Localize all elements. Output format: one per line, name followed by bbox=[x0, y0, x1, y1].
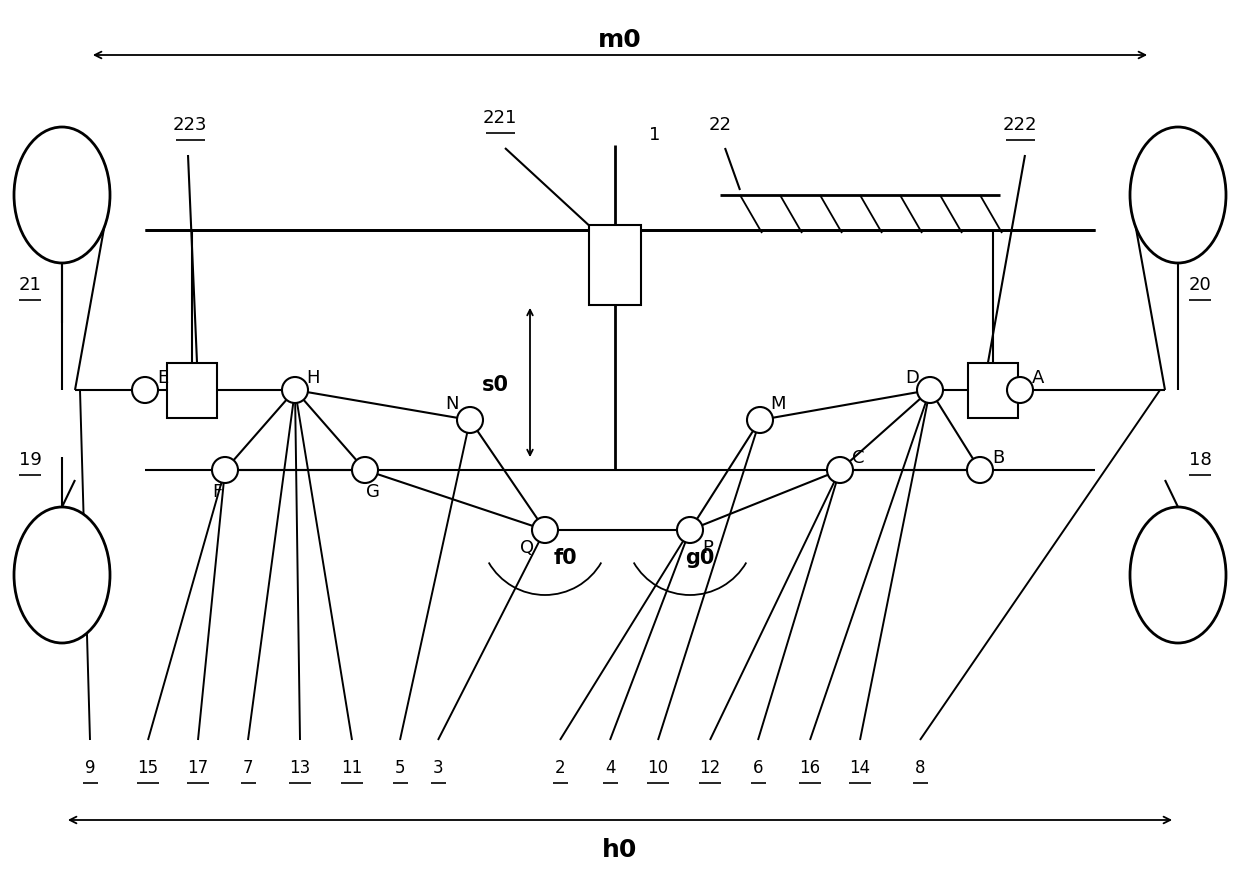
Text: 15: 15 bbox=[138, 759, 159, 777]
Text: 19: 19 bbox=[19, 451, 41, 469]
Text: D: D bbox=[905, 369, 919, 387]
Circle shape bbox=[677, 517, 703, 543]
Text: 14: 14 bbox=[849, 759, 870, 777]
Circle shape bbox=[131, 377, 157, 403]
Text: Q: Q bbox=[520, 539, 534, 557]
Text: 20: 20 bbox=[1189, 276, 1211, 294]
Text: 223: 223 bbox=[172, 116, 207, 134]
Text: G: G bbox=[366, 483, 379, 501]
Text: F: F bbox=[212, 483, 222, 501]
Text: 7: 7 bbox=[243, 759, 253, 777]
Circle shape bbox=[746, 407, 773, 433]
Text: g0: g0 bbox=[686, 548, 714, 568]
Circle shape bbox=[827, 457, 853, 483]
Text: N: N bbox=[445, 395, 459, 413]
Text: A: A bbox=[1032, 369, 1044, 387]
Circle shape bbox=[1007, 377, 1033, 403]
Text: 9: 9 bbox=[84, 759, 95, 777]
Circle shape bbox=[281, 377, 308, 403]
Circle shape bbox=[458, 407, 484, 433]
Text: f0: f0 bbox=[553, 548, 577, 568]
Text: h0: h0 bbox=[603, 838, 637, 862]
Text: s0: s0 bbox=[481, 375, 508, 395]
Text: 1: 1 bbox=[650, 126, 661, 144]
Text: 18: 18 bbox=[1189, 451, 1211, 469]
Text: 13: 13 bbox=[289, 759, 311, 777]
Text: B: B bbox=[992, 449, 1004, 467]
Text: 5: 5 bbox=[394, 759, 405, 777]
Text: 10: 10 bbox=[647, 759, 668, 777]
Bar bbox=[968, 362, 1018, 417]
Circle shape bbox=[967, 457, 993, 483]
Circle shape bbox=[532, 517, 558, 543]
Text: m0: m0 bbox=[598, 28, 642, 52]
Ellipse shape bbox=[14, 127, 110, 263]
Text: M: M bbox=[770, 395, 786, 413]
Ellipse shape bbox=[14, 507, 110, 643]
Text: P: P bbox=[703, 539, 713, 557]
Bar bbox=[167, 362, 217, 417]
Text: E: E bbox=[157, 369, 169, 387]
Ellipse shape bbox=[1130, 507, 1226, 643]
Text: 221: 221 bbox=[482, 109, 517, 127]
Ellipse shape bbox=[1130, 127, 1226, 263]
Text: 6: 6 bbox=[753, 759, 764, 777]
Text: 11: 11 bbox=[341, 759, 362, 777]
Circle shape bbox=[918, 377, 942, 403]
Text: 3: 3 bbox=[433, 759, 444, 777]
Text: 12: 12 bbox=[699, 759, 720, 777]
Text: 21: 21 bbox=[19, 276, 41, 294]
Text: 222: 222 bbox=[1003, 116, 1037, 134]
Text: C: C bbox=[852, 449, 864, 467]
Text: 2: 2 bbox=[554, 759, 565, 777]
Text: 4: 4 bbox=[605, 759, 615, 777]
Circle shape bbox=[352, 457, 378, 483]
Bar bbox=[589, 225, 641, 305]
Text: H: H bbox=[306, 369, 320, 387]
Text: 22: 22 bbox=[708, 116, 732, 134]
Circle shape bbox=[212, 457, 238, 483]
Text: 17: 17 bbox=[187, 759, 208, 777]
Text: 16: 16 bbox=[800, 759, 821, 777]
Text: 8: 8 bbox=[915, 759, 925, 777]
